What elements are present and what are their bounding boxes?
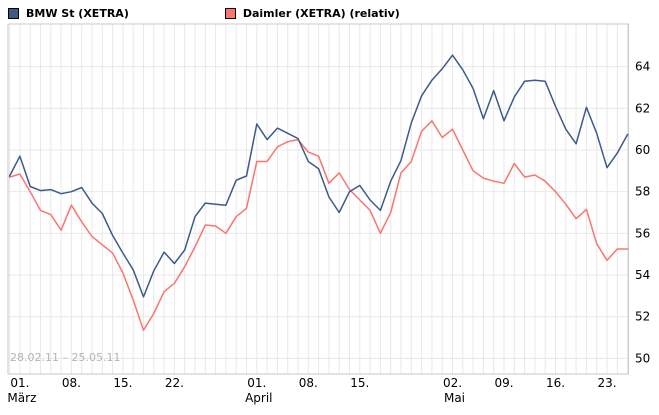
x-tick-label: 15. bbox=[113, 376, 132, 390]
y-tick-label: 56 bbox=[635, 226, 650, 240]
series-line-bmw bbox=[8, 54, 629, 298]
daimler-color-swatch bbox=[224, 7, 236, 19]
x-tick-label: 23. bbox=[597, 376, 616, 390]
x-tick-label: 08. bbox=[62, 376, 81, 390]
y-tick-label: 54 bbox=[635, 268, 650, 282]
x-month-label: Mai bbox=[444, 391, 465, 405]
y-tick-label: 62 bbox=[635, 101, 650, 115]
x-tick-label: 22. bbox=[165, 376, 184, 390]
x-month-label: April bbox=[245, 391, 272, 405]
y-tick-label: 60 bbox=[635, 143, 650, 157]
legend-label-daimler: Daimler (XETRA) (relativ) bbox=[242, 6, 400, 20]
x-tick-label: 15. bbox=[350, 376, 369, 390]
date-range-watermark: 28.02.11 – 25.05.11 bbox=[10, 351, 121, 364]
bmw-color-swatch bbox=[8, 7, 19, 19]
y-tick-label: 58 bbox=[635, 185, 650, 199]
legend-item-daimler: Daimler (XETRA) (relativ) bbox=[224, 6, 400, 20]
x-tick-label: 08. bbox=[299, 376, 318, 390]
plot-border bbox=[7, 23, 629, 375]
y-tick-label: 64 bbox=[635, 60, 650, 74]
x-tick-label: 02. bbox=[443, 376, 462, 390]
x-tick-label: 01. bbox=[247, 376, 266, 390]
y-tick-label: 50 bbox=[635, 351, 650, 365]
legend-label-bmw: BMW St (XETRA) bbox=[26, 6, 129, 20]
x-tick-label: 01. bbox=[10, 376, 29, 390]
x-tick-label: 16. bbox=[546, 376, 565, 390]
y-tick-label: 52 bbox=[635, 310, 650, 324]
legend-item-bmw: BMW St (XETRA) bbox=[8, 7, 129, 20]
x-tick-label: 09. bbox=[494, 376, 513, 390]
x-month-label: März bbox=[7, 391, 36, 405]
series-line-daimler bbox=[8, 120, 629, 331]
chart-legend: BMW St (XETRA) Daimler (XETRA) (relativ) bbox=[8, 5, 659, 21]
